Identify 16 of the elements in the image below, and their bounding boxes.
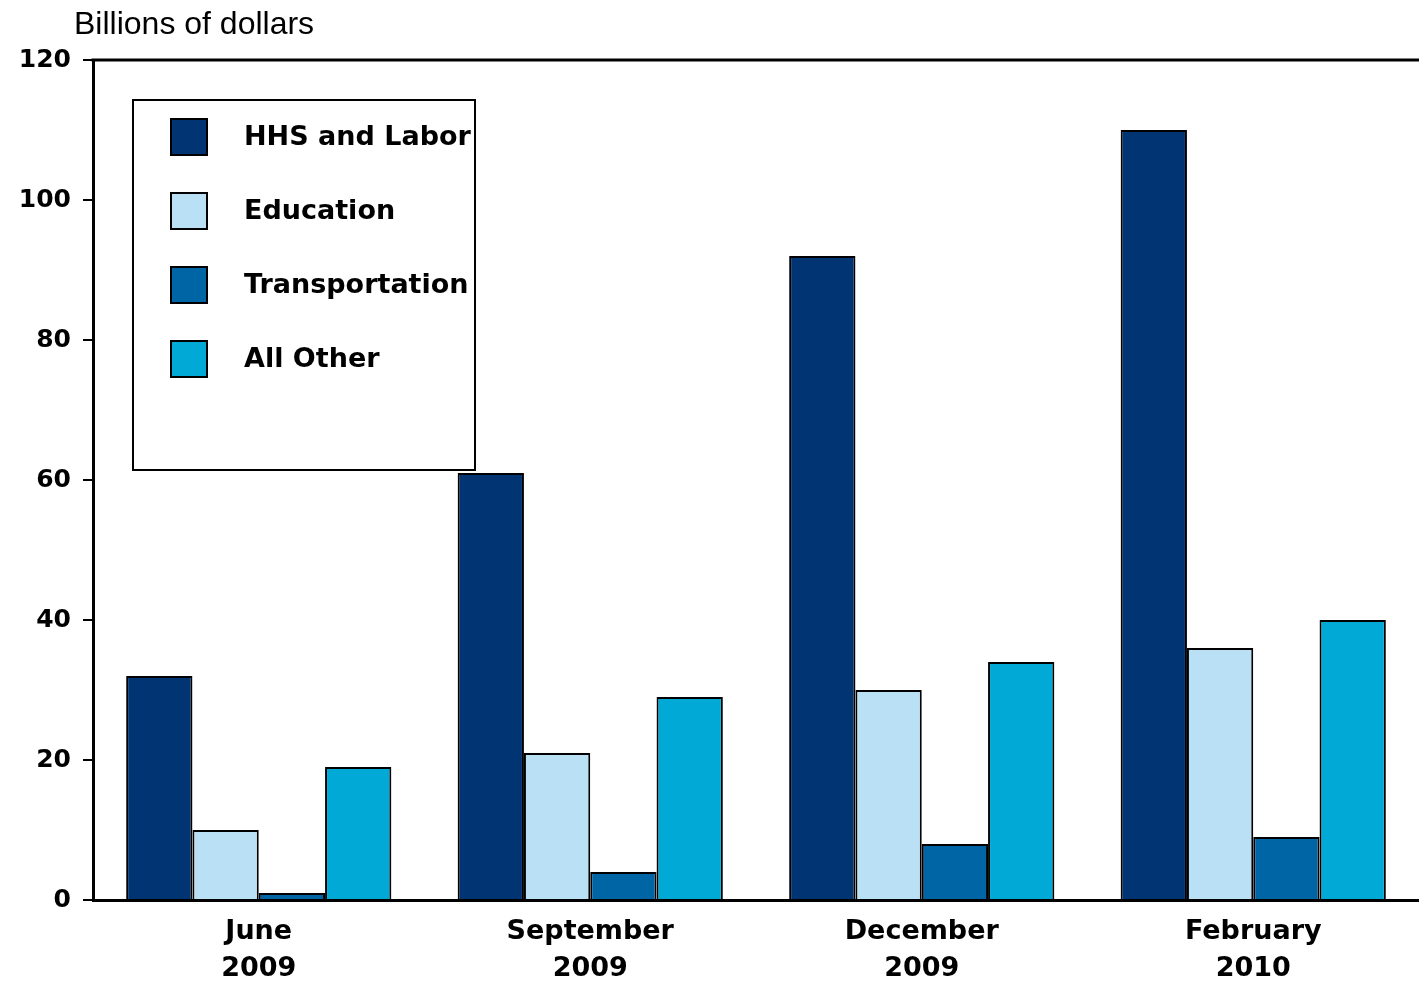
x-tick-label: December 2009: [844, 914, 1000, 982]
legend-label: Education: [244, 194, 396, 226]
x-tick-label: September 2009: [506, 914, 675, 982]
x-tick-label: June 2009: [221, 914, 297, 982]
y-tick-label: 40: [36, 603, 71, 633]
x-tick-label: February 2010: [1184, 914, 1322, 982]
y-tick-label: 0: [53, 883, 71, 913]
y-tick-label: 80: [36, 323, 71, 353]
y-tick-label: 120: [18, 43, 71, 73]
y-tick-label: 20: [36, 743, 71, 773]
legend-label: Transportation: [244, 268, 469, 300]
y-axis-title: Billions of dollars: [74, 5, 315, 41]
y-tick-label: 60: [36, 463, 71, 493]
legend-label: All Other: [244, 342, 381, 374]
y-tick-label: 100: [18, 183, 71, 213]
legend-label: HHS and Labor: [244, 120, 472, 152]
